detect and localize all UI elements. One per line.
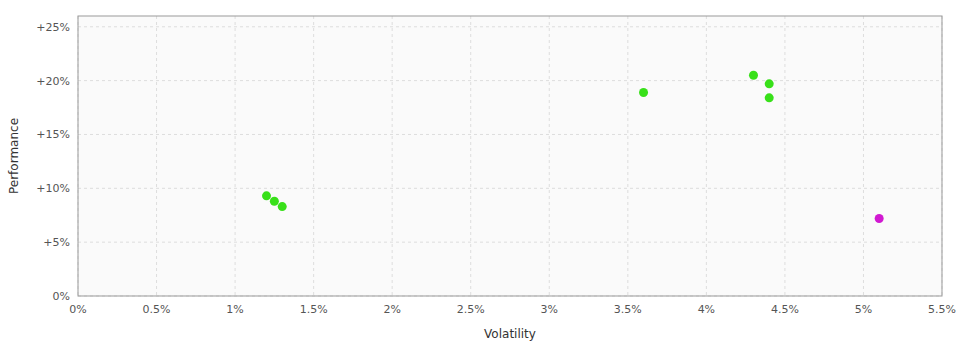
grid-line-y	[78, 242, 942, 243]
x-tick-label: 4%	[698, 303, 715, 316]
y-tick-label: +20%	[36, 75, 70, 88]
point	[875, 214, 884, 223]
point	[270, 197, 279, 206]
x-tick-label: 1%	[226, 303, 243, 316]
grid-line-x	[470, 16, 471, 296]
point	[765, 93, 774, 102]
grid-line-x	[706, 16, 707, 296]
grid-line-x	[627, 16, 628, 296]
y-tick-label: +15%	[36, 128, 70, 141]
series	[262, 71, 774, 211]
y-tick-label: +10%	[36, 182, 70, 195]
point	[639, 88, 648, 97]
chart: 0% 0.5% 1% 1.5% 2% 2.5% 3% 3.5% 4% 4.5% 5% 5.5% 0% +5…	[0, 0, 966, 350]
data-points	[262, 71, 884, 223]
x-tick-label: 5.5%	[928, 303, 956, 316]
grid-line-y	[78, 26, 942, 27]
grid-line-x	[784, 16, 785, 296]
x-axis-label: Volatility	[484, 327, 536, 341]
y-tick-label: 0%	[53, 290, 70, 303]
grid-line-x	[549, 16, 550, 296]
x-tick-label: 2.5%	[457, 303, 485, 316]
x-tick-label: 4.5%	[771, 303, 799, 316]
point	[262, 191, 271, 200]
grid-line-y	[78, 134, 942, 135]
y-axis-label: Performance	[7, 118, 21, 194]
tick-labels: 0% 0.5% 1% 1.5% 2% 2.5% 3% 3.5% 4% 4.5% 5% 5.5% 0% +5…	[36, 21, 956, 316]
x-tick-label: 2%	[383, 303, 400, 316]
grid-line-y	[78, 188, 942, 189]
y-tick-label: +25%	[36, 21, 70, 34]
grid-line-x	[863, 16, 864, 296]
x-tick-label: 5%	[855, 303, 872, 316]
plot-frame	[78, 16, 942, 296]
point	[749, 71, 758, 80]
grid-line-x	[156, 16, 157, 296]
point	[278, 202, 287, 211]
grid-line-x	[313, 16, 314, 296]
x-tick-label: 0%	[69, 303, 86, 316]
x-tick-label: 3%	[541, 303, 558, 316]
x-tick-label: 3.5%	[614, 303, 642, 316]
x-tick-label: 1.5%	[300, 303, 328, 316]
y-tick-label: +5%	[43, 236, 70, 249]
plot-area	[78, 16, 942, 296]
grid-line-x	[392, 16, 393, 296]
grid-line-x	[235, 16, 236, 296]
point	[765, 79, 774, 88]
grid-line-y	[78, 80, 942, 81]
series	[875, 214, 884, 223]
grid	[78, 16, 942, 296]
x-tick-label: 0.5%	[143, 303, 171, 316]
